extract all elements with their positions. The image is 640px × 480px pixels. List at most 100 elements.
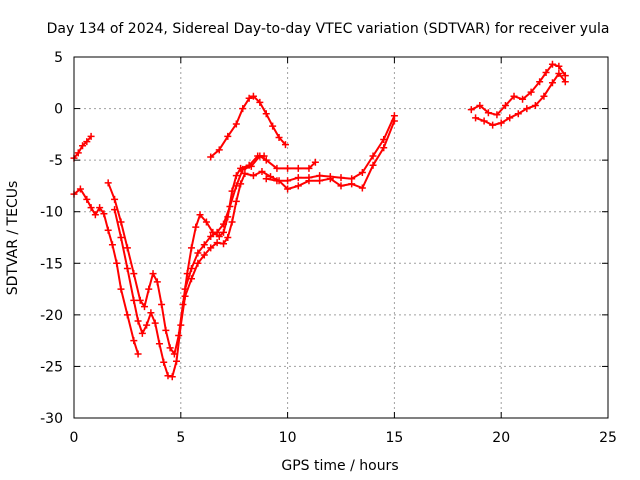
series-arc-7: [207, 92, 289, 161]
data-series-group: [70, 60, 569, 381]
data-point: [390, 112, 398, 120]
x-tick-label: 25: [599, 430, 617, 446]
data-point: [111, 206, 119, 214]
data-point: [187, 244, 195, 252]
data-point: [166, 344, 174, 352]
plot-frame: [73, 56, 609, 419]
data-point: [202, 218, 210, 226]
data-point: [145, 285, 153, 293]
data-point: [91, 211, 99, 219]
data-point: [123, 264, 131, 272]
data-point: [467, 106, 475, 114]
data-point: [232, 197, 240, 205]
data-point: [239, 105, 247, 113]
data-point: [149, 270, 157, 278]
series-arc-4: [111, 117, 398, 381]
x-tick-label: 5: [176, 430, 185, 446]
data-point: [527, 88, 535, 96]
series-trace: [470, 63, 567, 116]
data-point: [326, 173, 334, 181]
data-point: [207, 232, 215, 240]
data-point: [104, 179, 112, 187]
data-point: [224, 234, 232, 241]
y-tick-label: 5: [54, 50, 63, 66]
data-point: [160, 358, 168, 366]
data-point: [130, 296, 138, 304]
data-point: [555, 70, 563, 78]
data-point: [181, 285, 189, 293]
data-point: [134, 317, 142, 325]
data-point: [138, 329, 146, 337]
data-point: [249, 172, 257, 180]
data-point: [130, 337, 138, 345]
data-point: [358, 169, 366, 177]
series-arc-9: [472, 70, 569, 129]
series-trace: [209, 95, 287, 158]
data-point: [153, 278, 161, 286]
x-axis-label: GPS time / hours: [281, 458, 398, 474]
data-point: [155, 340, 163, 348]
data-point: [269, 122, 277, 130]
data-point: [140, 303, 148, 311]
data-point: [215, 146, 223, 154]
data-point: [136, 296, 144, 304]
data-point: [348, 175, 356, 183]
y-tick-label: -30: [40, 411, 63, 427]
data-point: [74, 149, 82, 157]
data-point: [187, 264, 195, 272]
data-point: [480, 117, 488, 125]
data-point: [220, 220, 228, 228]
data-point: [311, 158, 319, 166]
data-point: [111, 195, 119, 203]
data-point: [536, 78, 544, 86]
data-point: [305, 174, 313, 182]
data-point: [493, 111, 501, 119]
data-point: [275, 133, 283, 141]
data-point: [194, 259, 202, 267]
data-point: [104, 226, 112, 234]
data-point: [256, 152, 264, 160]
data-point: [380, 136, 388, 144]
data-point: [177, 321, 185, 329]
data-point: [117, 234, 125, 241]
data-point: [220, 240, 228, 248]
data-point: [506, 114, 514, 122]
data-point: [130, 270, 138, 278]
data-point: [380, 144, 388, 152]
data-point: [123, 244, 131, 252]
axis-ticks: 0 5 10 15 20 25 5 0 -5 -10 -15 -20 -25 -30: [40, 50, 617, 446]
data-point: [215, 232, 223, 240]
data-point: [316, 172, 324, 180]
data-point: [249, 92, 257, 100]
series-arc-5: [181, 152, 319, 293]
data-point: [294, 174, 302, 182]
data-point: [531, 101, 539, 109]
y-tick-label: 0: [54, 102, 63, 118]
data-point: [181, 292, 189, 300]
y-tick-label: -5: [49, 153, 63, 169]
data-point: [555, 62, 563, 70]
data-point: [542, 68, 550, 76]
data-point: [200, 241, 208, 249]
data-point: [358, 184, 366, 192]
data-point: [151, 319, 159, 327]
data-point: [239, 165, 247, 173]
data-point: [192, 223, 200, 231]
data-point: [476, 101, 484, 109]
data-point: [83, 195, 91, 203]
data-point: [273, 164, 281, 172]
data-point: [497, 119, 505, 127]
data-point: [224, 132, 232, 140]
y-tick-label: -15: [40, 256, 63, 272]
y-axis-label: SDTVAR / TECUs: [5, 181, 21, 296]
series-arc-2: [70, 185, 142, 358]
data-point: [100, 210, 108, 218]
data-point: [200, 251, 208, 259]
data-point: [207, 244, 215, 252]
data-point: [284, 177, 292, 185]
data-point: [369, 161, 377, 169]
data-point: [232, 120, 240, 128]
data-point: [87, 132, 95, 140]
data-point: [213, 228, 221, 236]
data-point: [79, 142, 87, 150]
